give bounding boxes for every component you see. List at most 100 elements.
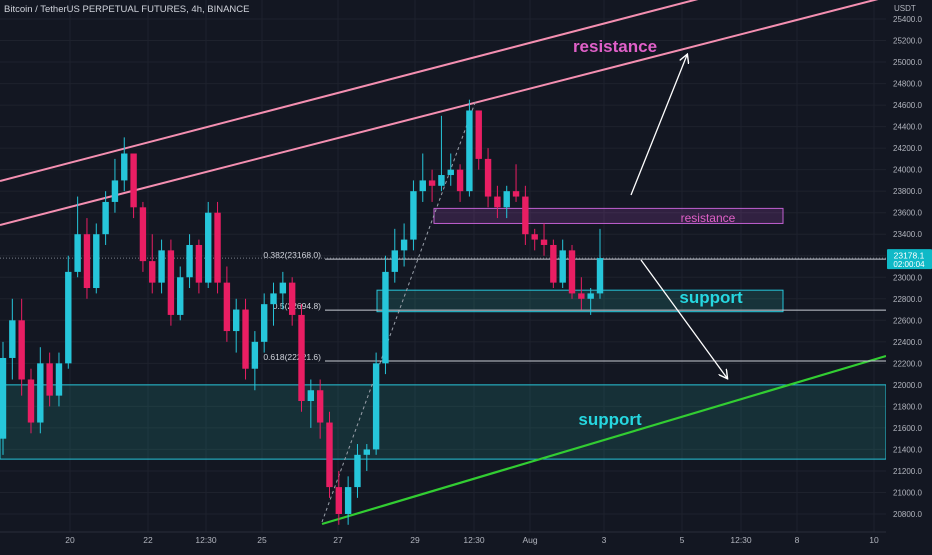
current-price-badge[interactable]	[887, 249, 932, 270]
current-price-value: 23178.1	[894, 251, 925, 261]
candle-body	[494, 196, 501, 208]
candle-body	[484, 158, 492, 197]
candle-body	[260, 304, 268, 342]
support-trend-line[interactable]	[321, 354, 887, 526]
candle-body	[596, 258, 604, 294]
candle	[298, 304, 305, 412]
candle	[9, 298, 16, 380]
candle-body	[37, 363, 44, 423]
annotations[interactable]: resistance resistance support support	[573, 37, 743, 429]
arrow-up[interactable]	[630, 55, 687, 196]
candle-body	[326, 422, 333, 488]
candle	[550, 239, 557, 289]
candle	[540, 223, 548, 256]
price-tick-label: 21200.0	[893, 467, 922, 476]
candle	[475, 110, 482, 170]
candle-body	[438, 175, 445, 186]
candle	[260, 293, 268, 353]
candle	[456, 164, 464, 202]
candle	[139, 201, 147, 272]
candle-body	[149, 261, 156, 283]
candle-body	[242, 309, 249, 369]
price-tick-label: 25400.0	[893, 15, 922, 24]
candle	[410, 180, 417, 251]
resistance-zone-label: resistance	[681, 211, 736, 225]
candles	[0, 99, 604, 525]
candle-body	[400, 239, 408, 251]
price-axis-bg	[886, 0, 932, 550]
candle-body	[111, 180, 119, 202]
support-label-large: support	[578, 410, 642, 429]
candle-body	[335, 487, 343, 514]
candle	[195, 239, 203, 294]
candle	[419, 153, 426, 202]
candle	[316, 379, 324, 439]
price-tick-label: 23600.0	[893, 209, 922, 218]
price-tick-label: 21800.0	[893, 402, 922, 411]
time-tick-label: 12:30	[730, 535, 752, 545]
fib-retracement[interactable]: 0.382(23168.0) 0.5(22694.8) 0.618(22221.6)	[0, 250, 886, 362]
price-tick-label: 22800.0	[893, 295, 922, 304]
candle-body	[419, 180, 426, 192]
candle	[251, 331, 259, 391]
candle-body	[46, 363, 53, 396]
support-zone-lower[interactable]	[0, 384, 887, 460]
candle	[46, 352, 53, 407]
candle	[512, 164, 520, 202]
candle-body	[223, 282, 231, 332]
candle-body	[74, 234, 81, 272]
candle	[130, 153, 137, 219]
price-axis-unit: USDT	[894, 4, 916, 13]
candle	[447, 153, 454, 186]
time-tick-label: 3	[602, 535, 607, 545]
candle-body	[522, 196, 529, 235]
time-tick-label: 29	[410, 535, 420, 545]
candle-body	[130, 153, 137, 208]
candle	[307, 379, 315, 428]
candle-body	[177, 277, 184, 315]
candle-body	[568, 250, 576, 294]
candle	[596, 228, 604, 299]
candle-body	[559, 250, 566, 283]
candle	[149, 234, 156, 294]
resistance-label-large: resistance	[573, 37, 657, 56]
candle	[400, 223, 408, 267]
time-tick-label: 22	[143, 535, 153, 545]
price-axis[interactable]: USDT 25400.0 25200.0 25000.0 24800.0 24600.0 2…	[886, 0, 932, 550]
candle	[205, 201, 212, 289]
price-tick-label: 25200.0	[893, 37, 922, 46]
candle	[391, 228, 398, 283]
candle-body	[456, 169, 464, 192]
price-tick-label: 22600.0	[893, 316, 922, 325]
price-tick-label: 21000.0	[893, 488, 922, 497]
candle	[466, 99, 473, 197]
candle-body	[512, 191, 520, 197]
candle	[102, 191, 109, 245]
time-axis[interactable]: 20 22 12:30 25 27 29 12:30 Aug 3 5 12:30 8 10	[0, 531, 932, 550]
candle-body	[279, 282, 287, 294]
resistance-channel-lower[interactable]	[0, 0, 886, 226]
candle	[242, 298, 249, 380]
support-zone-upper[interactable]	[376, 289, 784, 313]
candle	[428, 169, 436, 202]
price-tick-label: 23000.0	[893, 273, 922, 282]
candle	[223, 266, 231, 342]
trend-lines[interactable]	[0, 0, 887, 526]
resistance-channel-upper[interactable]	[0, 0, 702, 182]
candle-body	[0, 357, 7, 439]
candle	[382, 255, 389, 375]
candle-body	[167, 250, 175, 315]
time-tick-label: 20	[65, 535, 75, 545]
candle	[288, 277, 296, 326]
candle-body	[27, 379, 35, 423]
candle-body	[540, 239, 548, 245]
candle-body	[428, 180, 436, 186]
arrow-down[interactable]	[640, 259, 727, 378]
candle-body	[121, 153, 128, 181]
price-tick-label: 21600.0	[893, 424, 922, 433]
candle-body	[578, 293, 585, 299]
candle-body	[503, 191, 510, 208]
candle-body	[587, 293, 594, 299]
